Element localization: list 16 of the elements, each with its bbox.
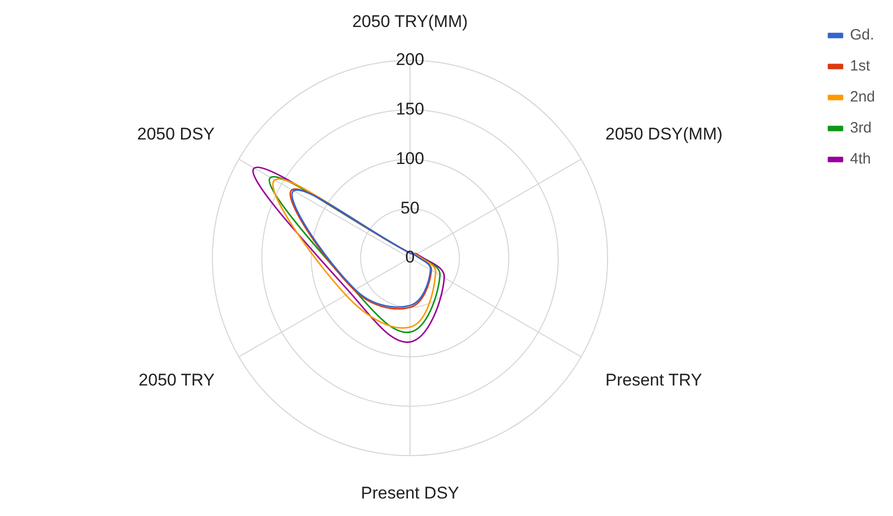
y-tick-label: 50 [400,198,420,218]
legend-label: Gd. [850,26,874,44]
legend-label: 3rd [850,120,872,137]
spoke-label: Present DSY [360,483,460,502]
y-tick-label: 150 [396,99,424,118]
spoke-label: 2050 DSY [137,124,215,144]
y-tick-label: 100 [396,148,424,168]
spoke-label: 2050 DSY(MM) [605,124,723,144]
y-tick-label: 200 [396,50,424,70]
spoke-label: 2050 TRY(MM) [352,12,468,31]
spoke-label: Present TRY [605,370,702,390]
spoke-label: 2050 TRY [138,370,215,390]
legend-label: 1st [850,58,871,75]
legend-label: 2nd [850,88,876,106]
y-tick-label: 0 [405,248,415,267]
legend-label: 4th [850,150,871,168]
